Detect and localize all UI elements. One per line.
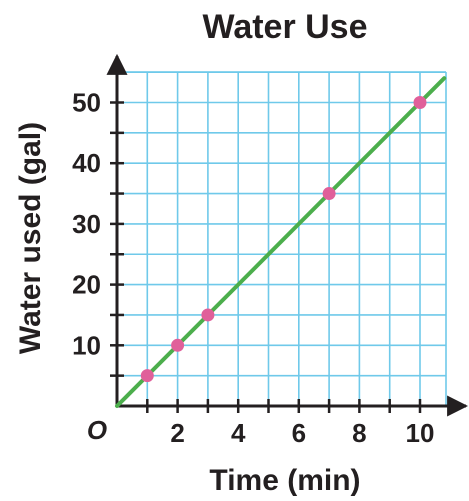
data-point xyxy=(140,369,154,383)
data-line xyxy=(115,76,447,408)
data-point xyxy=(413,96,427,109)
y-tick-label: 10 xyxy=(72,330,101,360)
x-tick-label: 8 xyxy=(352,418,366,448)
x-axis-label: Time (min) xyxy=(209,464,360,497)
y-axis-label: Water used (gal) xyxy=(14,122,47,354)
y-tick-label: 20 xyxy=(72,270,101,300)
y-tick-label: 40 xyxy=(72,148,101,178)
tick-marks xyxy=(110,101,422,413)
grid xyxy=(117,71,447,406)
y-tick-label: 50 xyxy=(72,88,101,118)
origin-label: O xyxy=(87,415,107,445)
data-points xyxy=(140,96,427,383)
chart-title: Water Use xyxy=(202,8,367,46)
x-tick-label: 6 xyxy=(292,418,306,448)
data-point xyxy=(201,308,215,322)
x-tick-label: 4 xyxy=(231,418,246,448)
x-tick-label: 10 xyxy=(406,418,435,448)
data-point xyxy=(171,338,185,352)
x-tick-label: 2 xyxy=(170,418,184,448)
data-point xyxy=(322,187,336,201)
y-tick-label: 30 xyxy=(72,209,101,239)
x-tick-labels: 2 4 6 8 10 xyxy=(170,418,434,448)
y-tick-labels: 10 20 30 40 50 xyxy=(72,88,101,361)
